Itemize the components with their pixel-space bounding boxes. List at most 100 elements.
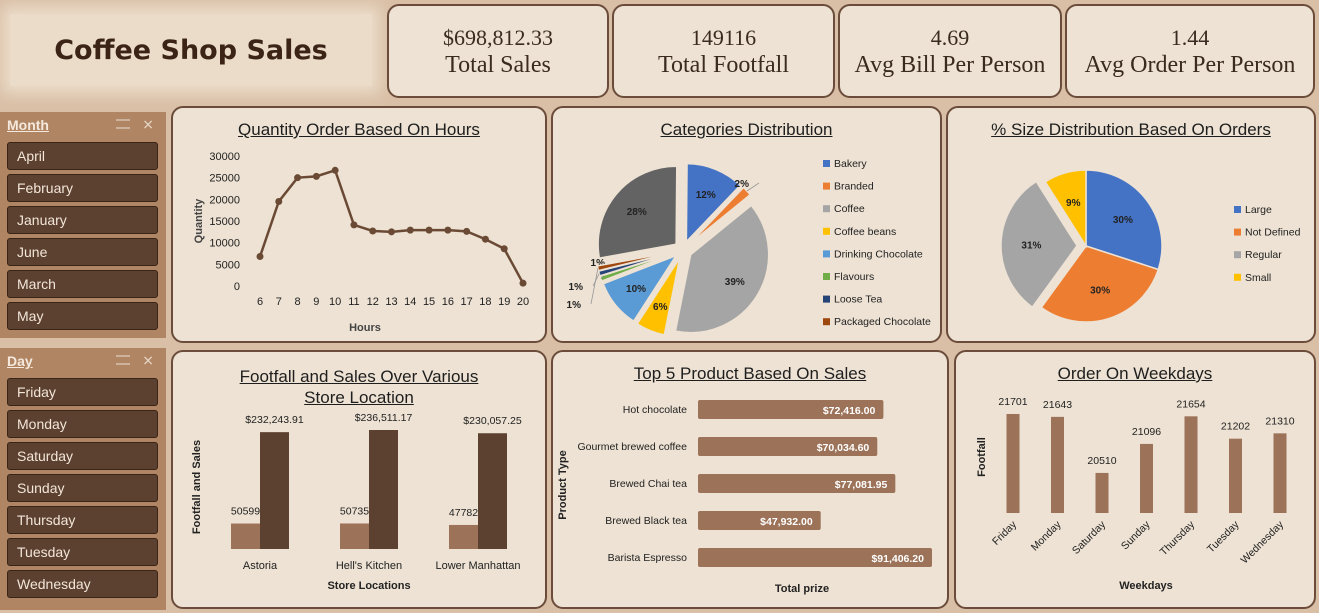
series-line [258,168,525,284]
chart-title: % Size Distribution Based On Orders [991,120,1271,139]
x-tick-label: Wednesday [1239,518,1287,566]
slicer-item-wednesday[interactable]: Wednesday [7,570,158,598]
day-slicer: Day ⨯ Friday Monday Saturday Sunday Thur… [0,348,166,610]
y-tick-label: Brewed Black tea [605,515,687,527]
slicer-item-june[interactable]: June [7,238,158,266]
slicer-item-sunday[interactable]: Sunday [7,474,158,502]
slicer-item-monday[interactable]: Monday [7,410,158,438]
data-label: $232,243.91 [245,414,304,426]
slicer-item-may[interactable]: May [7,302,158,330]
weekday-bar [1229,438,1242,513]
data-point [519,279,527,287]
legend-label: Regular [1245,249,1282,261]
data-label: $236,511.17 [355,412,413,424]
slicer-item-march[interactable]: March [7,270,158,298]
chart-title: Quantity Order Based On Hours [238,120,480,139]
month-slicer: Month ⨯ April February January June Marc… [0,112,166,338]
weekday-bar [1051,416,1064,513]
slicer-item-saturday[interactable]: Saturday [7,442,158,470]
data-point [312,172,320,180]
weekday-bar [1273,433,1287,513]
x-tick-label: Friday [990,518,1020,548]
data-label: $91,406.20 [871,553,924,565]
x-tick-label: Hell's Kitchen [336,560,402,572]
y-axis-label: Footfall [976,437,988,477]
chart-title: Order On Weekdays [1057,364,1213,383]
data-label: 21643 [1043,399,1072,411]
slice-label: 1% [569,282,584,293]
slice-label: 30% [1113,215,1133,226]
pie-slice [597,165,678,260]
data-label: 47782 [449,507,478,519]
y-axis-label: Product Type [557,450,569,519]
data-point [294,174,302,182]
x-tick-label: Tuesday [1205,518,1242,555]
legend-swatch [1234,228,1241,236]
legend-label: Flavours [834,271,874,283]
pie-slice [685,162,742,244]
stores-chart-panel: Footfall and Sales Over Various Store Lo… [171,350,547,609]
data-point [463,227,471,235]
slicer-item-april[interactable]: April [7,142,158,170]
x-tick-label: 6 [257,296,263,308]
slicer-item-friday[interactable]: Friday [7,378,158,406]
y-tick-label: Brewed Chai tea [609,478,687,490]
data-label: 21701 [998,396,1027,408]
clear-filter-icon[interactable]: ⨯ [142,116,154,132]
weekday-bar [1006,414,1020,513]
multi-select-icon[interactable] [116,119,130,129]
y-axis-label: Footfall and Sales [191,440,203,534]
month-slicer-title: Month [7,117,49,133]
legend-swatch [1234,206,1241,213]
x-tick-label: 8 [295,296,301,308]
legend-swatch [823,160,830,167]
slice-label: 31% [1021,240,1041,251]
y-tick-label: 0 [234,281,240,293]
pie-slice [596,251,675,272]
x-tick-label: 13 [385,296,397,308]
pie-slice [602,254,678,323]
slicer-item-february[interactable]: February [7,174,158,202]
categories-pie-chart: 12% 2% 39% 6% 10% 1% 1% 1% 28% Bakery Branded Coffe… [567,158,931,336]
y-tick-label: 20000 [209,194,240,206]
legend-label: Branded [834,181,874,193]
product-bar [698,548,932,567]
data-label: 21654 [1176,398,1205,410]
leader-line [590,268,599,305]
dashboard-title-box: Coffee Shop Sales [10,14,372,86]
data-label: 50735 [340,505,369,517]
kpi-total-sales: $698,812.33 Total Sales [387,4,609,98]
y-tick-label: Gourmet brewed coffee [577,441,687,453]
legend-label: Bakery [834,158,867,170]
dashboard-title: Coffee Shop Sales [54,34,328,66]
data-label: 21096 [1132,426,1161,438]
x-tick-label: Thursday [1158,518,1198,558]
slicer-item-tuesday[interactable]: Tuesday [7,538,158,566]
data-point [444,226,452,234]
kpi-value: 149116 [690,24,757,50]
sizes-pie-chart: 30% 30% 31% 9% Large Not Defined Regular Small [1000,169,1301,323]
categories-chart-panel: Categories Distribution 12% 2% 39% 6% 10% 1% 1… [551,106,942,343]
multi-select-icon[interactable] [116,355,130,365]
sales-bar [478,433,507,549]
data-point [275,198,283,205]
legend-label: Not Defined [1245,227,1301,239]
slice-label: 30% [1090,285,1110,296]
footfall-bar [231,523,260,549]
data-point [425,226,433,234]
x-tick-label: 15 [423,296,435,308]
kpi-avg-order: 1.44 Avg Order Per Person [1065,4,1315,98]
data-point [369,227,377,235]
legend-swatch [823,273,830,280]
clear-filter-icon[interactable]: ⨯ [142,352,154,368]
slice-label: 1% [591,258,606,269]
hours-chart-panel: Quantity Order Based On Hours 0 5000 10000… [171,106,547,343]
slice-label: 1% [567,300,582,311]
slicer-item-thursday[interactable]: Thursday [7,506,158,534]
slice-label: 9% [1066,198,1081,209]
slicer-item-january[interactable]: January [7,206,158,234]
legend-swatch [823,295,830,303]
legend-label: Small [1245,272,1271,284]
pie-slice [674,204,770,334]
y-tick-label: 10000 [209,238,240,250]
